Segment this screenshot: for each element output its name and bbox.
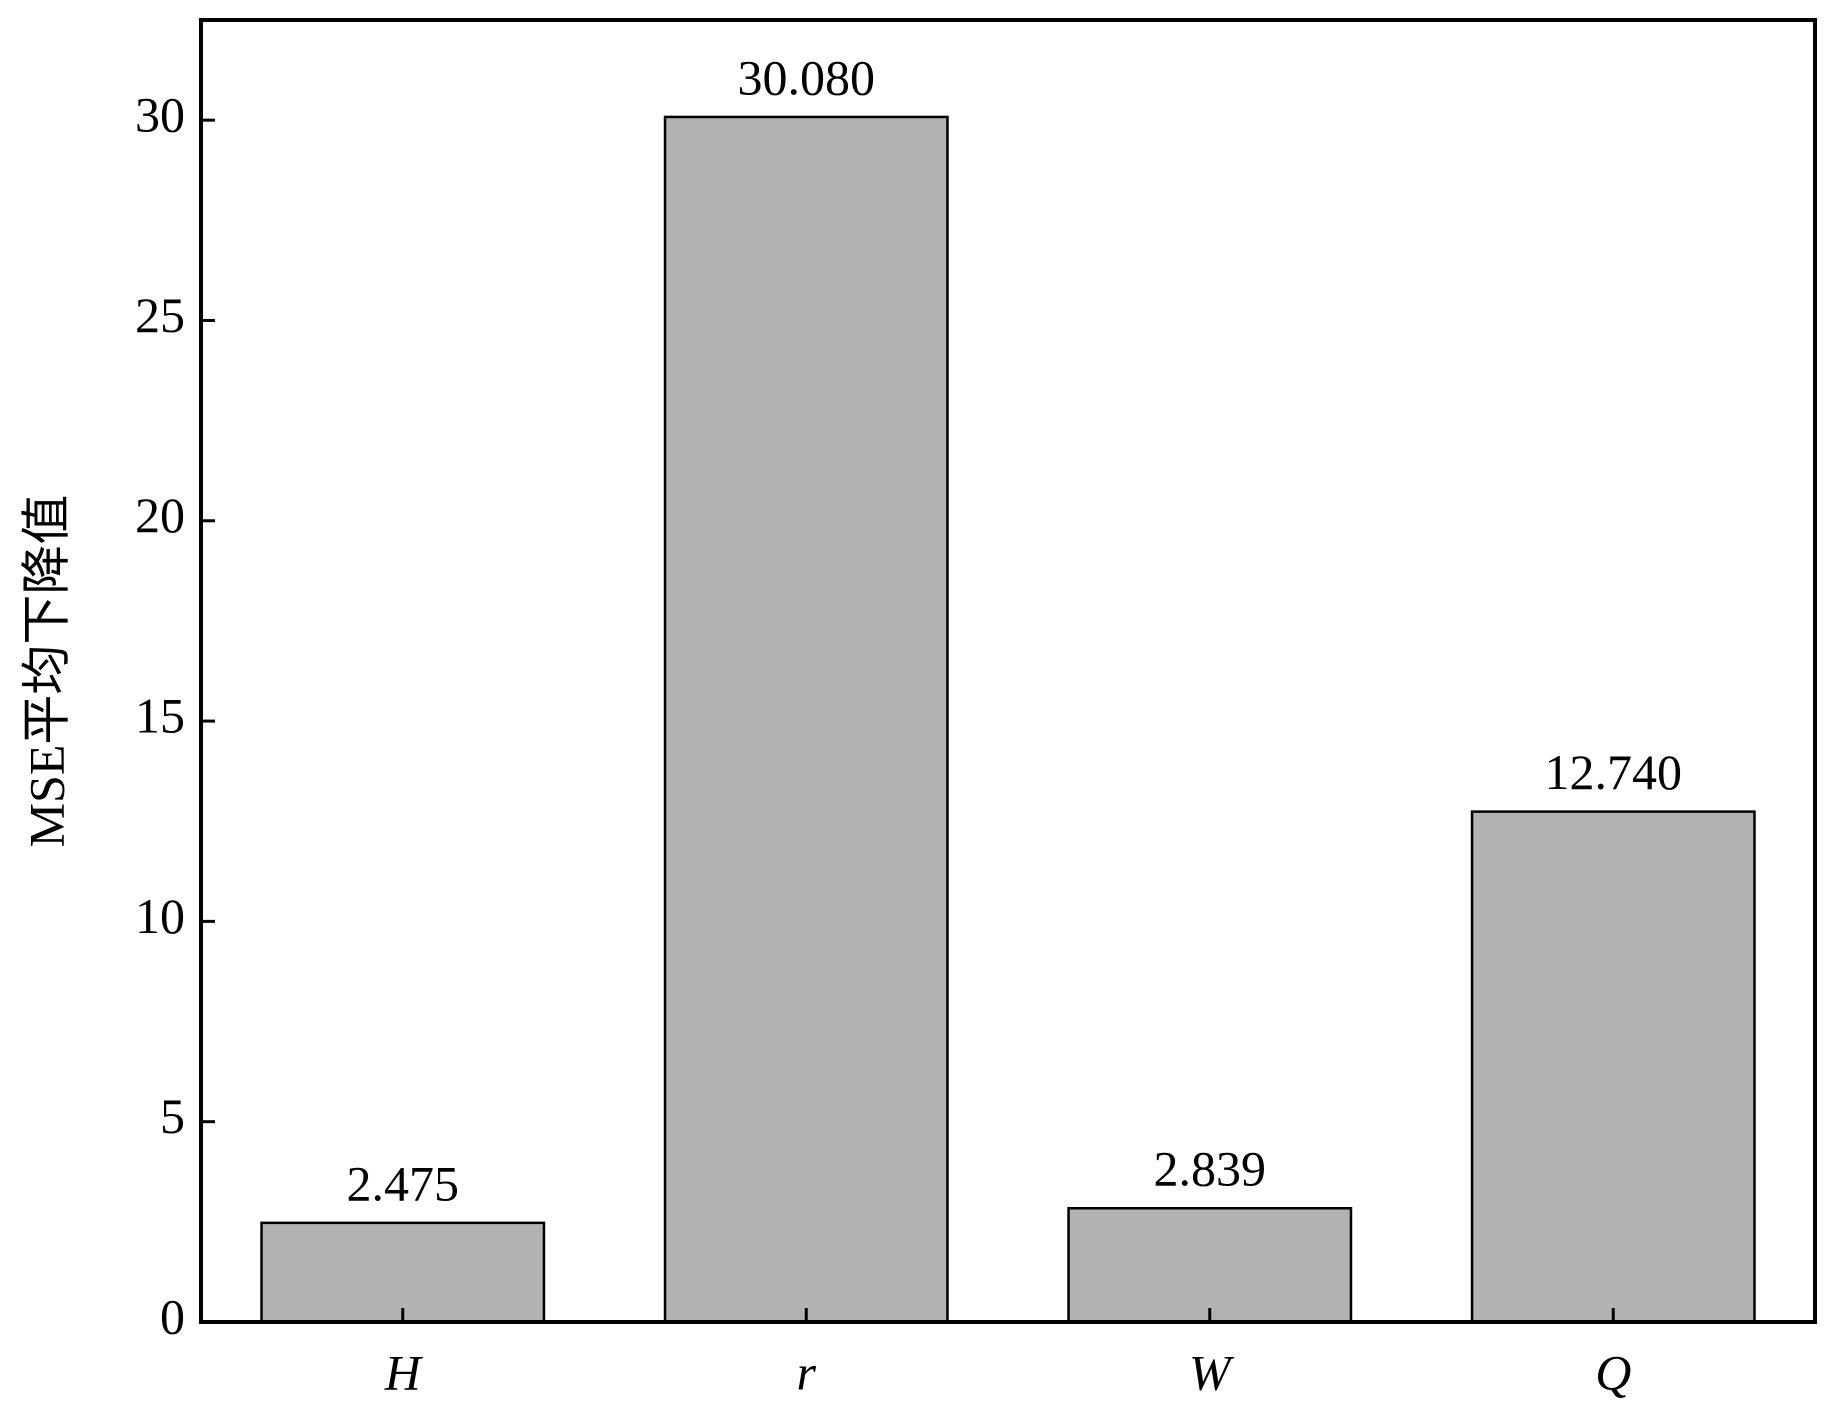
value-label: 2.475 <box>347 1155 460 1211</box>
value-label: 12.740 <box>1545 744 1683 800</box>
value-label: 2.839 <box>1154 1141 1267 1197</box>
y-tick-label: 15 <box>135 688 185 744</box>
y-axis-label: MSE平均下降值 <box>18 495 74 848</box>
x-tick-label: Q <box>1595 1344 1631 1400</box>
y-tick-label: 30 <box>135 87 185 143</box>
x-tick-label: r <box>797 1344 817 1400</box>
y-tick-label: 5 <box>160 1088 185 1144</box>
y-tick-label: 20 <box>135 487 185 543</box>
bar <box>663 115 949 1324</box>
bar <box>260 1221 546 1324</box>
bar <box>1067 1207 1353 1324</box>
bar <box>1470 810 1756 1324</box>
plot-frame <box>199 18 1817 1324</box>
y-tick-label: 25 <box>135 287 185 343</box>
x-tick-label: H <box>384 1344 424 1400</box>
value-label: 30.080 <box>738 49 876 105</box>
x-tick-label: W <box>1189 1344 1235 1400</box>
y-tick-label: 0 <box>160 1288 185 1344</box>
y-tick-label: 10 <box>135 888 185 944</box>
